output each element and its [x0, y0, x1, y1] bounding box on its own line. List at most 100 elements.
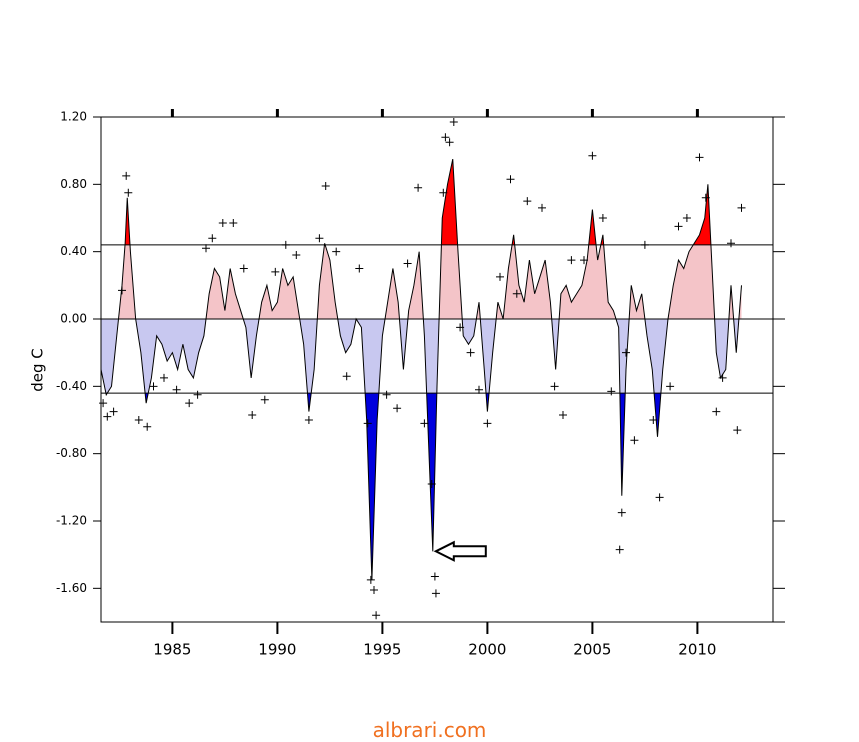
area-fill — [105, 393, 661, 580]
scatter-point — [321, 182, 330, 191]
scatter-point — [630, 436, 639, 445]
scatter-point — [649, 416, 658, 424]
scatter-point — [202, 244, 210, 253]
scatter-point — [218, 219, 227, 228]
x-tick-label: 2005 — [573, 641, 611, 659]
scatter-point — [559, 410, 567, 419]
scatter-point — [615, 545, 624, 554]
scatter-point — [617, 508, 626, 517]
scatter-point — [315, 234, 324, 243]
scatter-point — [431, 589, 440, 598]
scatter-point — [420, 419, 429, 428]
scatter-point — [737, 203, 746, 212]
scatter-point — [332, 247, 341, 256]
y-tick-label: -0.40 — [56, 379, 87, 393]
scatter-point — [538, 203, 546, 212]
scatter-point — [281, 240, 290, 249]
scatter-point — [372, 611, 381, 620]
scatter-point — [124, 188, 133, 197]
area-fill — [101, 244, 742, 319]
scatter-point — [229, 219, 238, 228]
scatter-point — [506, 175, 515, 184]
scatter-point — [674, 222, 683, 231]
scatter-point — [103, 412, 112, 421]
scatter-point — [382, 390, 391, 399]
scatter-point — [567, 256, 576, 265]
y-tick-label: -0.80 — [56, 446, 87, 460]
y-tick-label: 1.20 — [60, 110, 87, 124]
scatter-point — [99, 399, 108, 408]
scatter-point — [208, 234, 217, 243]
scatter-point — [512, 289, 521, 298]
chart: deg C 1.20 0.80 0.40 0.00 -0.40 -0.80 -1.20 -1.… — [29, 109, 785, 659]
scatter-point — [122, 171, 131, 180]
scatter-point — [414, 183, 423, 192]
scatter-point — [366, 575, 375, 584]
scatter-point — [550, 382, 559, 391]
scatter-point — [441, 133, 450, 142]
scatter-point — [109, 407, 118, 416]
scatter-point — [118, 286, 126, 295]
scatter-point — [370, 586, 378, 595]
scatter-point — [271, 267, 280, 276]
scatter-point — [718, 373, 727, 382]
scatter-point — [342, 372, 351, 381]
scatter-point — [655, 493, 664, 502]
scatter-point — [439, 188, 448, 197]
scatter-point — [682, 214, 691, 222]
scatter-point — [588, 151, 597, 160]
y-tick-label: -1.60 — [56, 581, 87, 595]
scatter-point — [456, 323, 465, 332]
scatter-point — [475, 385, 483, 394]
scatter-point — [666, 382, 675, 391]
scatter-point — [143, 422, 152, 431]
plot-frame — [100, 116, 774, 623]
scatter-point — [523, 197, 532, 206]
y-axis-label: deg C — [29, 348, 47, 392]
x-tick-label: 1985 — [153, 641, 191, 659]
x-tick-label: 1990 — [258, 641, 296, 659]
scatter-point — [466, 348, 475, 357]
scatter-point — [260, 395, 269, 404]
scatter-point — [248, 410, 257, 419]
scatter-point — [483, 419, 492, 428]
x-tick-label: 1995 — [363, 641, 401, 659]
area-fill — [101, 319, 742, 394]
scatter-point — [607, 387, 616, 396]
scatter-point — [445, 138, 454, 147]
data-line — [100, 158, 742, 580]
scatter-point — [733, 426, 742, 435]
scatter-point — [355, 264, 364, 273]
x-tick-label: 2000 — [468, 641, 506, 659]
scatter-point — [239, 264, 248, 273]
annotation-arrow — [433, 540, 487, 562]
scatter-point — [640, 240, 649, 249]
scatter-point — [430, 572, 439, 581]
scatter-point — [304, 416, 313, 424]
scatter-point — [393, 404, 402, 413]
watermark: albrari.com — [372, 718, 487, 742]
x-tick-label: 2010 — [678, 641, 716, 659]
scatter-point — [712, 407, 721, 416]
y-tick-label: 0.00 — [60, 312, 87, 326]
scatter-point — [363, 419, 372, 428]
scatter-point — [701, 193, 710, 202]
scatter-point — [496, 272, 504, 281]
scatter-point — [727, 239, 735, 248]
scatter-point — [134, 416, 143, 424]
scatter-point — [622, 348, 630, 357]
scatter-point — [160, 373, 168, 382]
y-tick-label: 0.40 — [60, 244, 87, 258]
scatter-point — [449, 118, 458, 127]
scatter-point — [598, 214, 607, 222]
y-tick-label: -1.20 — [56, 514, 87, 528]
scatter-point — [427, 479, 436, 488]
scatter-point — [172, 385, 181, 394]
scatter-point — [403, 259, 412, 268]
area-fill — [125, 159, 711, 245]
scatter-point — [292, 251, 301, 260]
scatter-point — [695, 153, 704, 162]
scatter-point — [580, 256, 588, 265]
scatter-point — [193, 390, 202, 399]
